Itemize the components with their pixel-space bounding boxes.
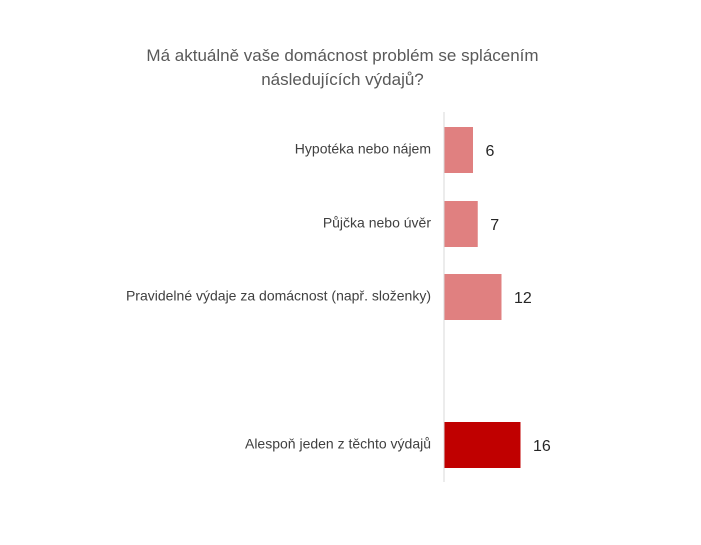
value-label-1: 6: [486, 143, 495, 160]
value-label-4: 16: [533, 438, 551, 455]
bar-2: [444, 201, 478, 247]
category-label-1: Hypotéka nebo nájem: [295, 141, 431, 157]
bar-1: [444, 127, 473, 173]
chart-title-line-1: Má aktuálně vaše domácnost problém se sp…: [146, 46, 539, 65]
value-label-3: 12: [514, 290, 532, 307]
chart-title: Má aktuálně vaše domácnost problém se sp…: [100, 44, 585, 92]
category-label-4: Alespoň jeden z těchto výdajů: [245, 436, 431, 452]
chart-title-line-2: následujících výdajů?: [261, 70, 424, 89]
bar-4: [444, 422, 521, 468]
bar-3: [444, 274, 502, 320]
bars-group: [444, 127, 521, 468]
category-labels-group: Hypotéka nebo nájem Půjčka nebo úvěr Pravi…: [126, 141, 431, 452]
category-label-3: Pravidelné výdaje za domácnost (např. sl…: [126, 288, 431, 304]
value-labels-group: 6 7 12 16: [486, 143, 551, 455]
category-label-2: Půjčka nebo úvěr: [323, 215, 432, 231]
value-label-2: 7: [490, 217, 499, 234]
